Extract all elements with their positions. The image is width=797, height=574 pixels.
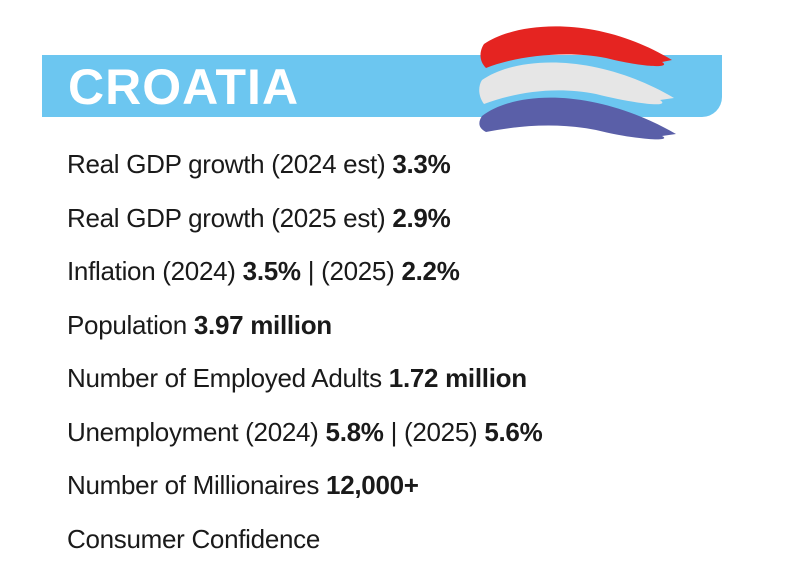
fact-value: 2.2% <box>401 256 459 286</box>
fact-label: Unemployment (2024) <box>67 417 319 447</box>
fact-label: Consumer Confidence <box>67 524 320 554</box>
fact-label: | (2025) <box>391 417 478 447</box>
fact-row: Unemployment (2024)5.8%| (2025)5.6% <box>67 414 549 468</box>
title: CROATIA <box>68 58 299 116</box>
flag-brush <box>476 16 682 144</box>
fact-label: Real GDP growth (2025 est) <box>67 203 385 233</box>
page: CROATIA Real GDP growth (2024 est)3.3%Re… <box>0 0 797 536</box>
fact-label: Inflation (2024) <box>67 256 236 286</box>
fact-value: 5.6% <box>484 417 542 447</box>
fact-row: Real GDP growth (2024 est)3.3% <box>67 146 549 200</box>
fact-value: 1.72 million <box>389 363 527 393</box>
fact-value: 3.5% <box>243 256 301 286</box>
facts-list: Real GDP growth (2024 est)3.3%Real GDP g… <box>67 146 549 574</box>
fact-row: Real GDP growth (2025 est)2.9% <box>67 200 549 254</box>
fact-label: | (2025) <box>308 256 395 286</box>
fact-label: Real GDP growth (2024 est) <box>67 149 385 179</box>
fact-value: 2.9% <box>392 203 450 233</box>
fact-value: 5.8% <box>326 417 384 447</box>
fact-label: Number of Employed Adults <box>67 363 382 393</box>
fact-value: 3.3% <box>392 149 450 179</box>
fact-value: 12,000+ <box>326 470 419 500</box>
fact-value: 3.97 million <box>194 310 332 340</box>
fact-label: Number of Millionaires <box>67 470 319 500</box>
fact-row: Inflation (2024)3.5%| (2025)2.2% <box>67 253 549 307</box>
fact-label: Population <box>67 310 187 340</box>
fact-row: Consumer Confidence <box>67 521 549 574</box>
